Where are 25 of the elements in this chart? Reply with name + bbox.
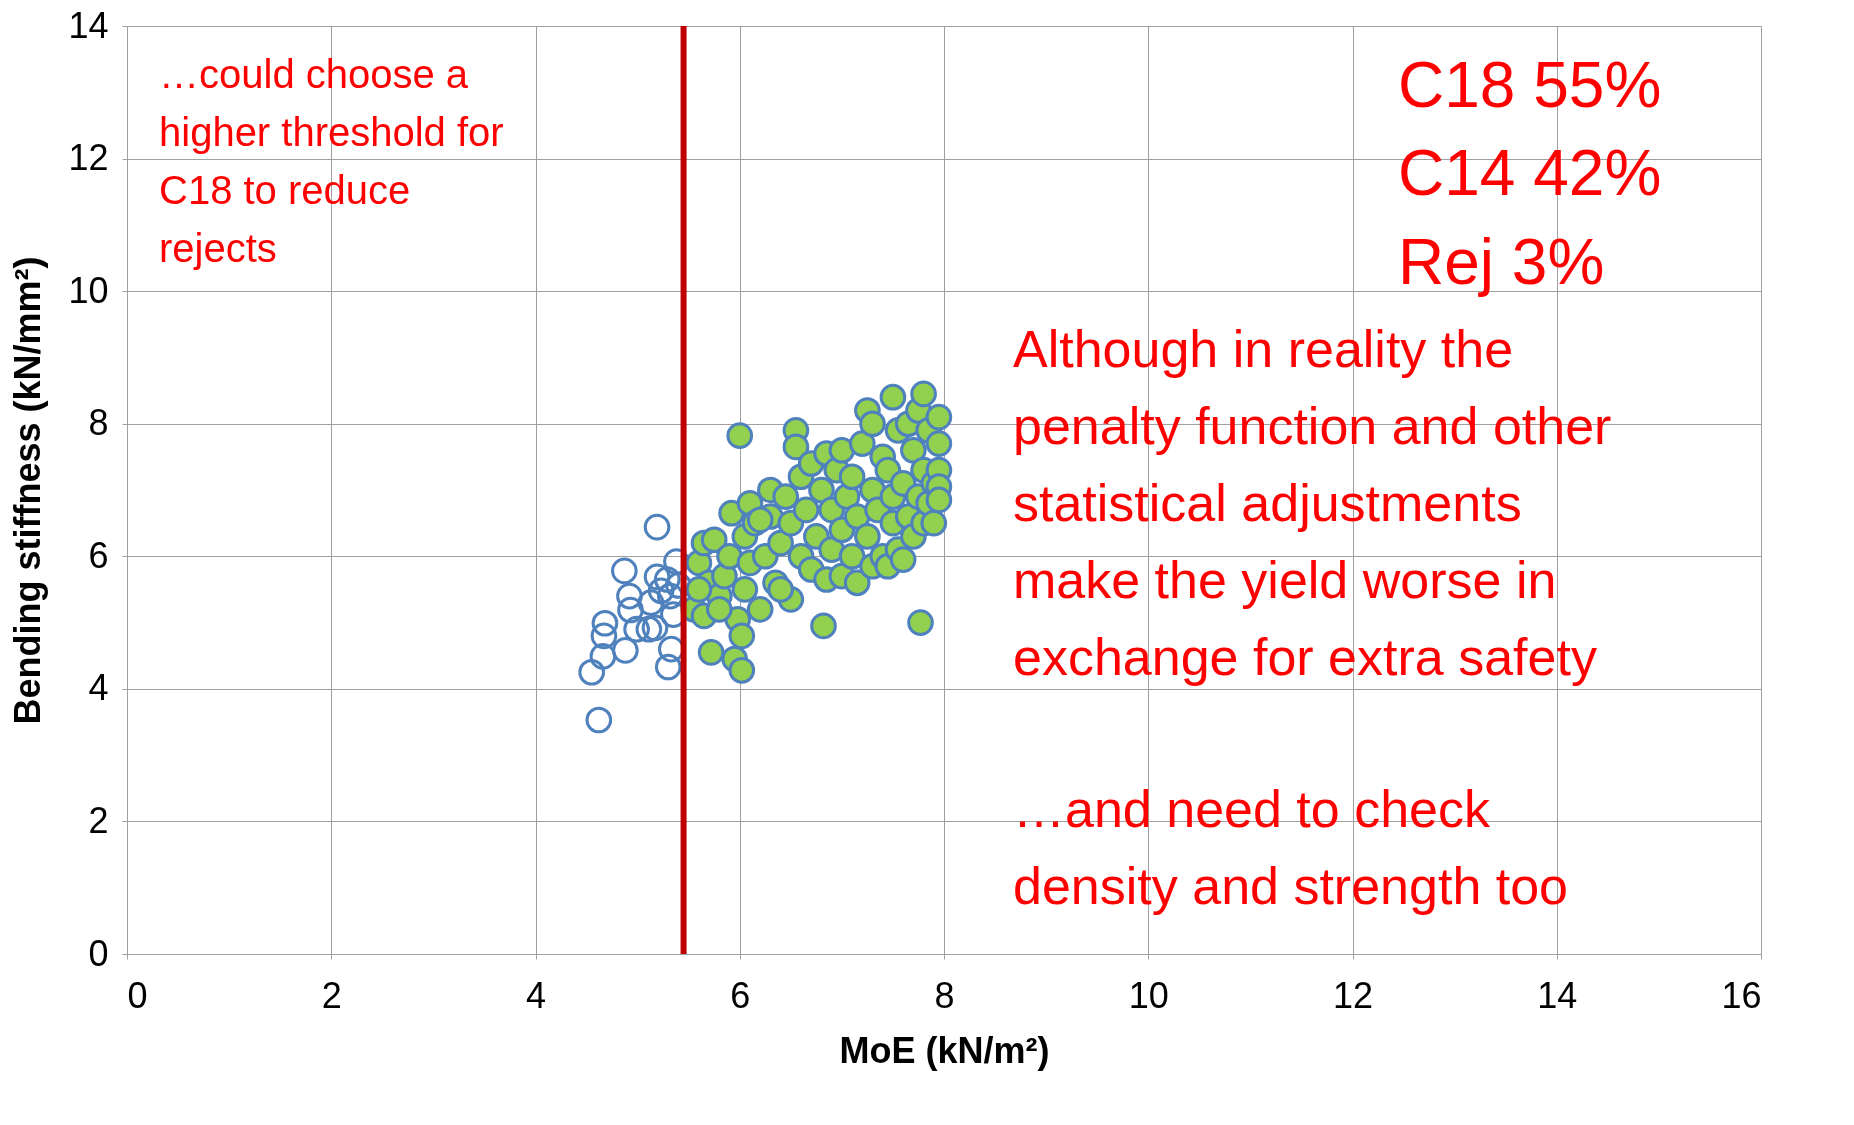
x-axis-title: MoE (kN/m²)	[839, 1029, 1050, 1071]
annotation: C18 55%	[1398, 49, 1662, 121]
x-tick-label: 10	[1128, 974, 1169, 1016]
x-tick-label: 16	[1721, 974, 1762, 1016]
y-tick-label: 4	[88, 667, 109, 709]
x-tick-label: 14	[1537, 974, 1578, 1016]
y-tick-label: 0	[88, 932, 109, 974]
y-tick-label: 8	[88, 402, 109, 444]
annotation: Rej 3%	[1398, 226, 1605, 298]
x-tick-label: 12	[1332, 974, 1374, 1016]
x-tick-label: 8	[934, 974, 955, 1016]
x-tick-label: 6	[730, 974, 751, 1016]
y-tick-label: 2	[88, 799, 109, 841]
y-tick-label: 14	[68, 4, 109, 46]
y-tick-label: 10	[68, 269, 109, 311]
x-tick-label: 4	[525, 974, 547, 1016]
annotation: …could choose a higher threshold for C18 to reduce rejects	[159, 52, 504, 270]
y-axis-title: Bending stiffness (kN/mm²)	[7, 256, 49, 725]
y-tick-label: 6	[88, 534, 109, 576]
annotation: Although in reality the penalty function and other statistical adjustments make the yield worse in exchange for extra safety	[1013, 320, 1612, 686]
x-tick-label: 2	[321, 974, 342, 1016]
y-tick-label: 12	[68, 137, 109, 179]
annotation: …and need to check density and strength too	[1013, 780, 1569, 915]
x-tick-label: 0	[127, 974, 148, 1016]
annotation: C14 42%	[1398, 137, 1662, 209]
